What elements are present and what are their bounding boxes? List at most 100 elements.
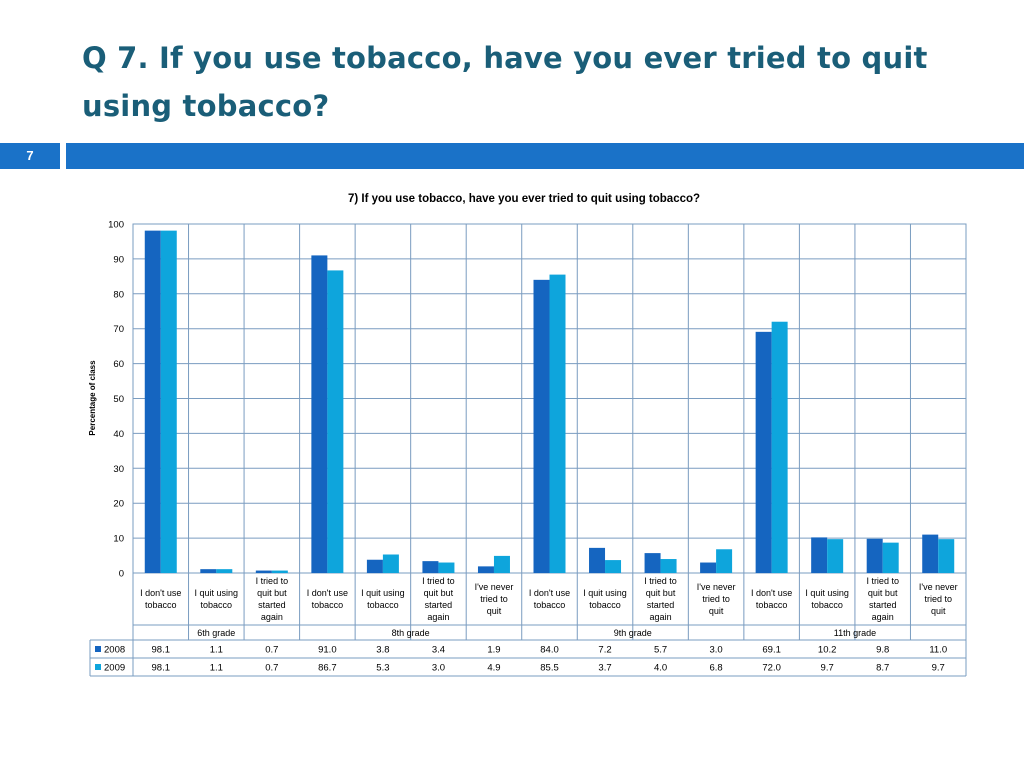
legend-label: 2008 [104, 645, 125, 656]
bar-2009 [771, 321, 788, 573]
data-label: 98.1 [152, 663, 171, 674]
y-tick-label: 20 [113, 499, 124, 510]
data-label: 5.3 [376, 663, 389, 674]
group-label: 6th grade [197, 628, 235, 638]
y-tick-label: 40 [113, 429, 124, 440]
data-label: 9.8 [876, 645, 889, 656]
category-label: I don't use tobacco [751, 588, 792, 610]
bar-2008 [811, 537, 828, 573]
legend-key-2009 [95, 664, 101, 670]
category-label: I quit using tobacco [583, 588, 627, 610]
y-tick-label: 90 [113, 254, 124, 265]
data-label: 1.1 [210, 663, 223, 674]
y-tick-label: 0 [119, 569, 124, 580]
bar-2008 [866, 538, 883, 573]
data-label: 1.1 [210, 645, 223, 656]
legend-key-2008 [95, 646, 101, 652]
bar-2008 [644, 553, 661, 573]
bar-2008 [700, 562, 717, 573]
data-label: 69.1 [762, 645, 781, 656]
data-label: 3.7 [598, 663, 611, 674]
bar-2009 [493, 555, 510, 573]
bar-2009 [660, 559, 677, 573]
bar-2008 [255, 570, 272, 573]
group-label: 9th grade [614, 628, 652, 638]
chart-title: 7) If you use tobacco, have you ever tri… [348, 193, 700, 205]
data-label: 10.2 [818, 645, 837, 656]
category-label: I've never tried to quit [475, 582, 514, 616]
category-label: I don't use tobacco [529, 588, 570, 610]
slide-number: 7 [0, 143, 60, 169]
category-label: I've never tried to quit [919, 582, 958, 616]
category-label: I quit using tobacco [195, 588, 239, 610]
bar-2009 [605, 560, 622, 573]
bar-2009 [938, 539, 955, 573]
data-label: 86.7 [318, 663, 337, 674]
category-label: I tried to quit but started again [866, 576, 899, 622]
header-bar [66, 143, 1024, 169]
y-tick-label: 80 [113, 289, 124, 300]
bar-2008 [922, 534, 939, 573]
category-label: I don't use tobacco [307, 588, 348, 610]
group-label: 11th grade [834, 628, 876, 638]
data-label: 9.7 [821, 663, 834, 674]
bar-2009 [549, 274, 566, 573]
y-tick-label: 100 [108, 220, 124, 231]
y-tick-label: 10 [113, 534, 124, 545]
bar-2009 [271, 570, 288, 573]
data-label: 98.1 [152, 645, 171, 656]
bar-2008 [200, 569, 217, 573]
data-label: 6.8 [709, 663, 722, 674]
data-label: 3.0 [709, 645, 722, 656]
category-label: I tried to quit but started again [256, 576, 289, 622]
bar-2008 [477, 566, 494, 573]
bar-2008 [755, 331, 772, 573]
bar-2008 [589, 547, 606, 573]
bar-2009 [438, 562, 455, 573]
category-label: I've never tried to quit [697, 582, 736, 616]
data-label: 11.0 [929, 645, 947, 656]
bar-2009 [327, 270, 344, 573]
data-label: 85.5 [540, 663, 559, 674]
legend-label: 2009 [104, 663, 125, 674]
data-label: 4.9 [487, 663, 500, 674]
y-tick-label: 50 [113, 394, 124, 405]
y-tick-label: 60 [113, 359, 124, 370]
data-label: 0.7 [265, 645, 278, 656]
y-axis-label: Percentage of class [88, 360, 97, 436]
bar-2008 [422, 561, 439, 573]
category-label: I tried to quit but started again [644, 576, 677, 622]
bar-2009 [827, 539, 844, 573]
y-tick-label: 30 [113, 464, 124, 475]
bar-2009 [882, 542, 899, 573]
bar-2009 [716, 549, 733, 573]
data-label: 3.4 [432, 645, 445, 656]
data-label: 8.7 [876, 663, 889, 674]
data-label: 9.7 [932, 663, 945, 674]
data-label: 91.0 [318, 645, 337, 656]
data-label: 7.2 [598, 645, 611, 656]
bar-2009 [382, 554, 399, 573]
group-label: 8th grade [392, 628, 430, 638]
category-label: I quit using tobacco [805, 588, 849, 610]
y-tick-label: 70 [113, 324, 124, 335]
category-label: I quit using tobacco [361, 588, 405, 610]
slide-title: Q 7. If you use tobacco, have you ever t… [82, 41, 928, 123]
bar-2008 [144, 230, 161, 574]
data-label: 3.0 [432, 663, 445, 674]
bar-2008 [311, 255, 328, 573]
data-label: 84.0 [540, 645, 559, 656]
bar-2009 [160, 230, 177, 574]
bar-2008 [366, 559, 383, 573]
bar-2008 [533, 279, 550, 573]
data-label: 3.8 [376, 645, 389, 656]
category-label: I tried to quit but started again [422, 576, 455, 622]
data-label: 72.0 [762, 663, 781, 674]
data-label: 1.9 [487, 645, 500, 656]
data-label: 5.7 [654, 645, 667, 656]
data-label: 0.7 [265, 663, 278, 674]
bar-2009 [216, 569, 233, 573]
data-label: 4.0 [654, 663, 667, 674]
category-label: I don't use tobacco [140, 588, 181, 610]
